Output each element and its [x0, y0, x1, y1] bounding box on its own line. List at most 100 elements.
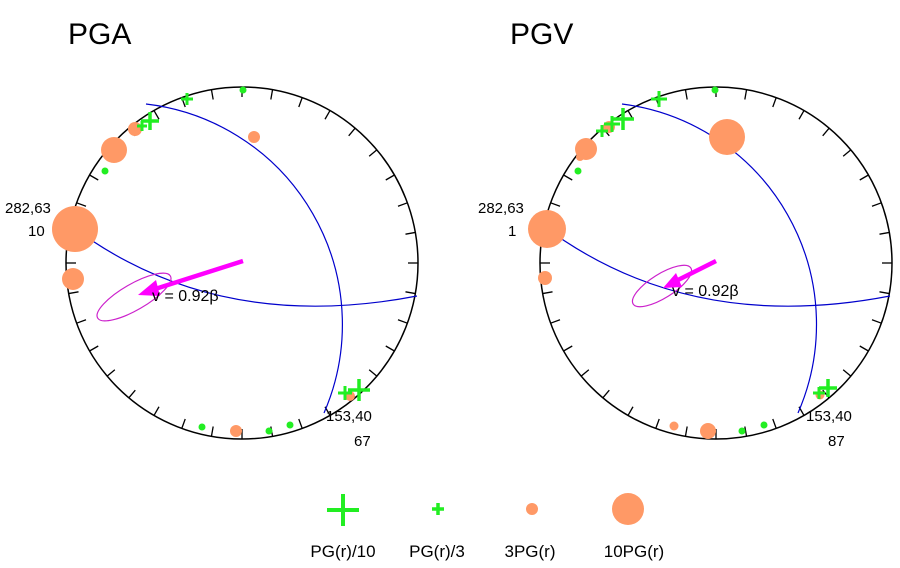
plus-marker — [137, 121, 147, 131]
circle-tick — [871, 319, 882, 324]
plus-marker — [604, 116, 620, 132]
circle-tick — [210, 89, 214, 100]
station-dot — [248, 131, 260, 143]
uncertainty-ellipse — [96, 272, 172, 322]
panel-pga: PGA v = 0.92β 282,63 10 153,40 67 — [5, 18, 419, 450]
circle-tick — [580, 369, 590, 377]
circle-tick — [550, 202, 561, 207]
circle-tick — [385, 345, 395, 352]
circle-tick — [106, 369, 116, 377]
circle-tick — [76, 319, 87, 324]
circle-tick — [772, 418, 777, 429]
large-dot-icon — [612, 493, 644, 525]
legend-label: PG(r)/10 — [310, 542, 375, 561]
circle-tick — [684, 426, 688, 437]
circle-tick — [270, 89, 274, 100]
circle-tick — [655, 418, 660, 429]
great-circle-2 — [69, 224, 418, 307]
legend-item-pg3: PG(r)/3 — [409, 503, 465, 561]
circle-tick — [542, 291, 553, 295]
rupture-arrow-shaft — [151, 258, 244, 293]
nodal-plane-left-label: 282,63 — [478, 200, 524, 217]
circle-tick — [842, 149, 852, 157]
legend-label: 10PG(r) — [604, 542, 664, 561]
circle-tick — [563, 345, 573, 352]
station-dot — [700, 423, 716, 439]
plus-marker — [813, 387, 825, 399]
panel-title: PGA — [68, 18, 131, 51]
small-dot-icon — [526, 503, 538, 515]
circle-tick — [153, 406, 160, 416]
station-markers — [52, 122, 355, 437]
circle-tick — [744, 426, 748, 437]
velocity-label: v = 0.92β — [152, 288, 219, 305]
station-dot — [528, 210, 566, 248]
circle-tick — [563, 174, 573, 181]
plus-marker — [596, 125, 608, 137]
station-dot — [52, 206, 98, 252]
circle-tick — [879, 231, 890, 235]
circle-tick — [550, 319, 561, 324]
small-green-dots — [574, 86, 768, 435]
circle-tick — [128, 389, 136, 399]
small-plus-marker — [574, 167, 582, 175]
station-plus-markers — [137, 93, 370, 401]
circle-tick — [324, 110, 331, 120]
great-circle-1 — [145, 103, 343, 414]
circle-tick — [348, 127, 356, 137]
circle-ticks — [66, 87, 418, 439]
legend-item-3pg: 3PG(r) — [505, 503, 556, 561]
velocity-label: v = 0.92β — [672, 283, 739, 300]
circle-tick — [859, 174, 869, 181]
circle-tick — [684, 89, 688, 100]
uncertainty-ellipse — [631, 264, 693, 308]
station-dot — [101, 137, 127, 163]
nodal-plane-left-label: 282,63 — [5, 200, 51, 217]
circle-tick — [822, 127, 830, 137]
nodal-plane-left-value: 1 — [508, 223, 516, 240]
small-plus-marker — [198, 423, 206, 431]
legend-item-10pg: 10PG(r) — [604, 493, 664, 561]
rupture-arrow-shaft — [674, 258, 718, 284]
circle-tick — [210, 426, 214, 437]
small-plus-marker — [738, 427, 746, 435]
small-plus-marker — [286, 421, 294, 429]
plus-marker — [181, 93, 193, 105]
circle-tick — [68, 291, 79, 295]
station-dot — [538, 271, 552, 285]
station-dot — [669, 421, 679, 431]
panel-title: PGV — [510, 18, 573, 51]
circle-tick — [76, 202, 87, 207]
great-circle-2 — [541, 224, 891, 307]
legend: PG(r)/10 PG(r)/3 3PG(r) 10PG(r) — [310, 493, 664, 561]
rupture-arrow-head — [663, 273, 682, 288]
circle-tick — [744, 89, 748, 100]
small-plus-marker — [239, 86, 247, 94]
circle-tick — [397, 319, 408, 324]
circle-tick — [405, 231, 416, 235]
circle-tick — [879, 291, 890, 295]
station-dot — [230, 425, 242, 437]
nodal-plane-right-label: 153,40 — [326, 408, 372, 425]
rupture-arrow-head — [138, 280, 160, 296]
small-plus-marker — [760, 421, 768, 429]
great-circle-1 — [621, 103, 818, 414]
legend-label: PG(r)/3 — [409, 542, 465, 561]
circle-tick — [405, 291, 416, 295]
small-green-dots — [101, 86, 294, 435]
nodal-plane-right-value: 67 — [354, 433, 371, 450]
station-dot — [709, 119, 745, 155]
circle-tick — [153, 110, 160, 120]
small-plus-icon — [432, 503, 444, 515]
circle-tick — [298, 418, 303, 429]
nodal-plane-right-value: 87 — [828, 433, 845, 450]
circle-tick — [772, 97, 777, 108]
nodal-plane-right-label: 153,40 — [806, 408, 852, 425]
station-plus-markers — [596, 91, 837, 399]
circle-tick — [385, 174, 395, 181]
small-plus-marker — [711, 86, 719, 94]
panel-pgv: PGV v = 0.92β 282,63 1 153,40 87 — [478, 18, 893, 450]
circle-tick — [397, 202, 408, 207]
plus-marker — [338, 386, 352, 400]
